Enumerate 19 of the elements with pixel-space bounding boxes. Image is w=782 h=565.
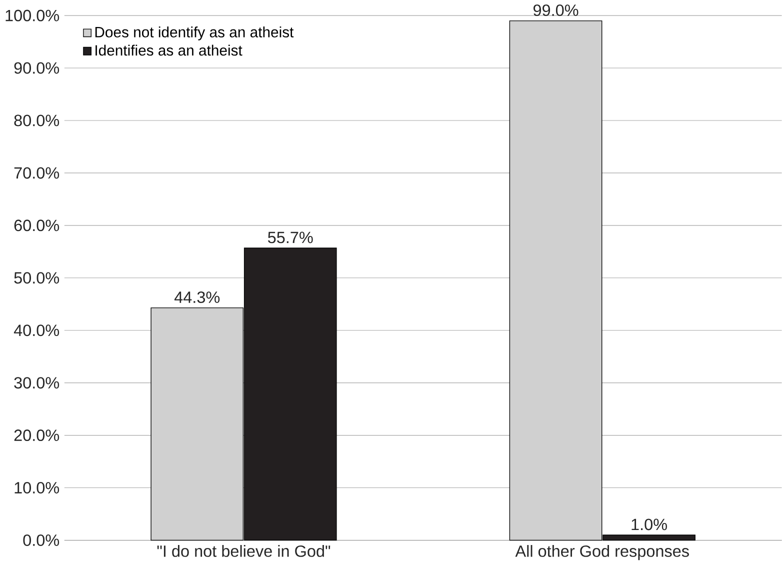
y-tick-label: 50.0% bbox=[14, 272, 60, 284]
data-label: 44.3% bbox=[174, 292, 220, 304]
x-tick-label: All other God responses bbox=[515, 545, 689, 560]
y-tick-label: 90.0% bbox=[14, 62, 60, 74]
y-tick-label: 80.0% bbox=[14, 114, 60, 126]
y-tick-label: 70.0% bbox=[14, 167, 60, 179]
legend-label: Does not identify as an atheist bbox=[95, 26, 294, 41]
legend-label: Identifies as an atheist bbox=[96, 44, 242, 56]
x-tick-label: "I do not believe in God" bbox=[157, 545, 330, 558]
y-tick-label: 20.0% bbox=[14, 430, 60, 442]
y-tick-label: 60.0% bbox=[14, 220, 60, 232]
data-label: 55.7% bbox=[268, 232, 313, 244]
y-tick-label: 10.0% bbox=[14, 482, 60, 494]
data-label: 99.0% bbox=[534, 4, 578, 16]
y-tick-label: 0.0% bbox=[23, 534, 60, 546]
y-tick-label: 100.0% bbox=[6, 10, 60, 22]
y-tick-label: 40.0% bbox=[14, 324, 60, 336]
y-tick-label: 30.0% bbox=[14, 377, 60, 389]
data-label: 1.0% bbox=[632, 518, 667, 530]
